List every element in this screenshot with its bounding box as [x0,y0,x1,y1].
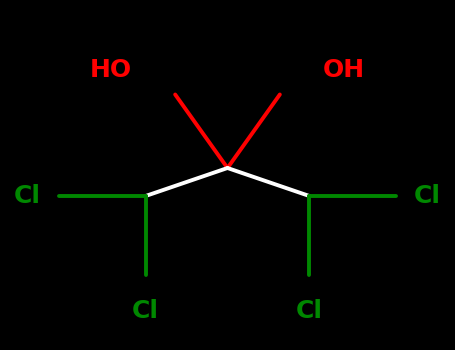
Text: Cl: Cl [14,184,41,208]
Text: Cl: Cl [414,184,441,208]
Text: OH: OH [323,58,365,82]
Text: Cl: Cl [132,299,159,323]
Text: HO: HO [90,58,132,82]
Text: Cl: Cl [296,299,323,323]
